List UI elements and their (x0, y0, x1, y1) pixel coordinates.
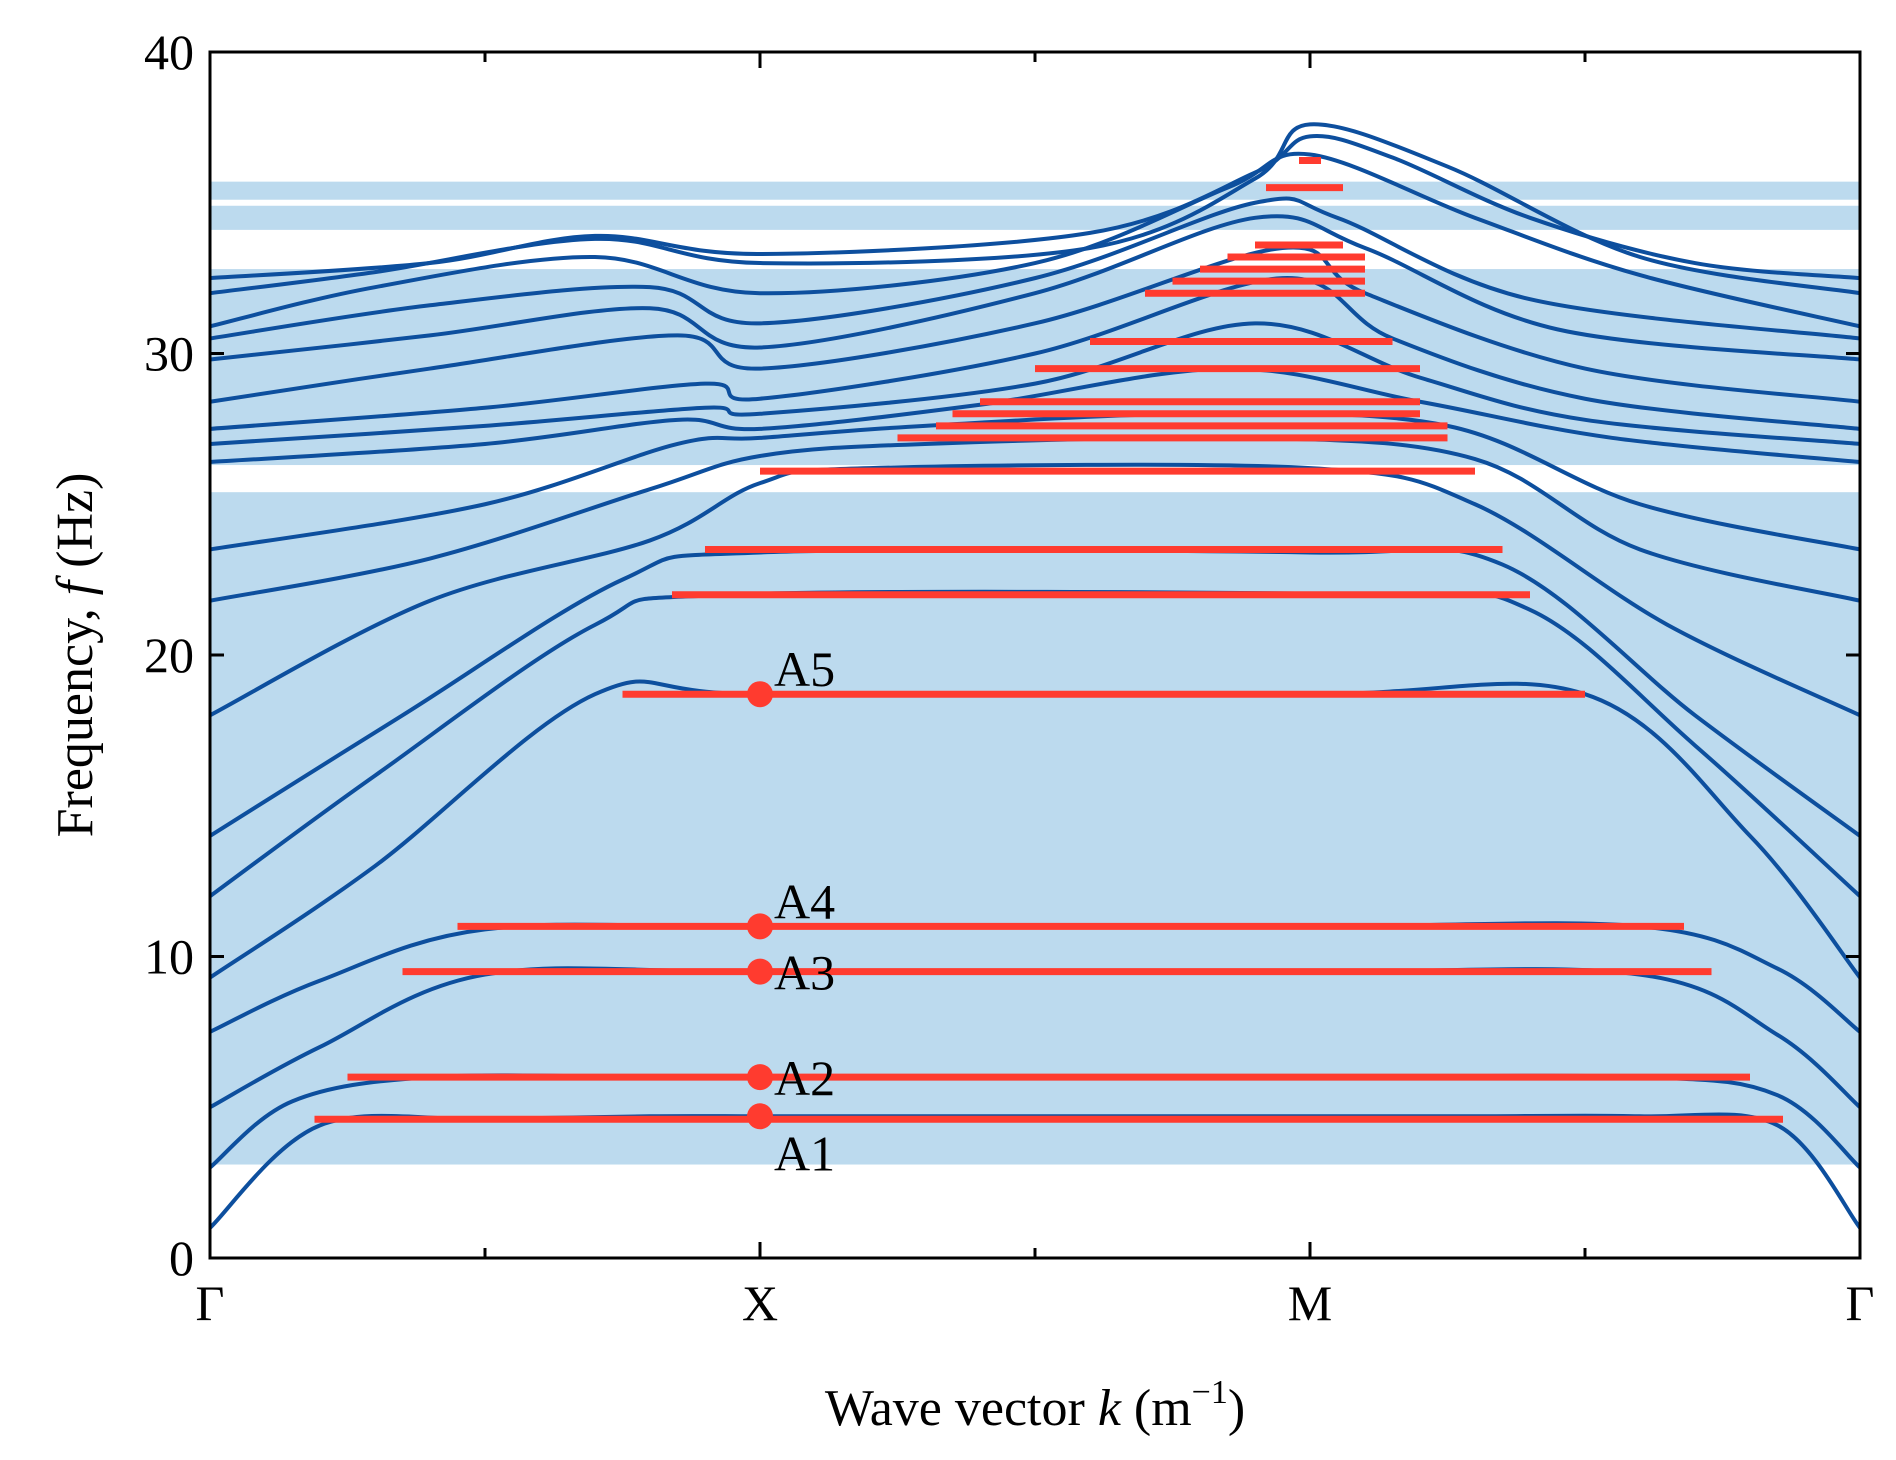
y-tick-label: 20 (144, 627, 194, 683)
x-axis-title: Wave vector k (m−1) (825, 1374, 1245, 1437)
axis-ticks: 0 10 20 30 40 Γ X M Γ (144, 24, 1874, 1331)
band-line-7 (209, 462, 1861, 718)
y-axis-title: Frequency, f (Hz) (47, 473, 104, 838)
point-marker-a3 (747, 958, 773, 985)
x-axis-title-prefix: Wave vector (825, 1380, 1098, 1437)
shaded-region-0 (210, 181, 1860, 200)
flat-bands (314, 157, 1783, 1123)
band-line-16 (209, 151, 1861, 329)
point-marker-a2 (747, 1064, 773, 1091)
point-marker-a5 (747, 681, 773, 708)
x-axis-title-unit: (m (1121, 1380, 1192, 1437)
y-tick-label: 0 (169, 1230, 194, 1286)
band-line-18 (209, 134, 1861, 281)
y-tick-label: 30 (144, 326, 194, 382)
x-tick-label: Γ (1846, 1275, 1875, 1331)
x-axis-title-var: k (1098, 1380, 1122, 1437)
band-line-14 (209, 214, 1861, 362)
x-axis-title-close: ) (1228, 1380, 1245, 1437)
band-line-15 (209, 196, 1861, 341)
band-line-8 (209, 435, 1861, 603)
y-axis-title-prefix: Frequency, (47, 595, 104, 837)
shaded-region-1 (210, 205, 1860, 230)
y-tick-label: 10 (144, 929, 194, 985)
x-tick-label: M (1288, 1275, 1332, 1331)
band-line-11 (209, 321, 1861, 446)
x-tick-label: X (742, 1275, 778, 1331)
y-tick-label: 40 (144, 24, 194, 80)
point-marker-a4 (747, 913, 773, 940)
band-line-12 (209, 276, 1861, 431)
point-label-a1: A1 (774, 1125, 835, 1181)
point-label-a5: A5 (774, 641, 835, 697)
shaded-regions (210, 181, 1860, 1165)
y-axis-title-unit: (Hz) (47, 473, 104, 581)
point-label-a2: A2 (774, 1050, 835, 1106)
band-line-13 (209, 245, 1861, 404)
point-marker-a1 (747, 1103, 773, 1130)
x-axis-title-exponent: −1 (1192, 1374, 1228, 1411)
x-tick-label: Γ (196, 1275, 225, 1331)
annotations: A1 A2 A3 A4 A5 (747, 641, 835, 1181)
point-label-a3: A3 (774, 945, 835, 1001)
point-label-a4: A4 (774, 873, 835, 929)
